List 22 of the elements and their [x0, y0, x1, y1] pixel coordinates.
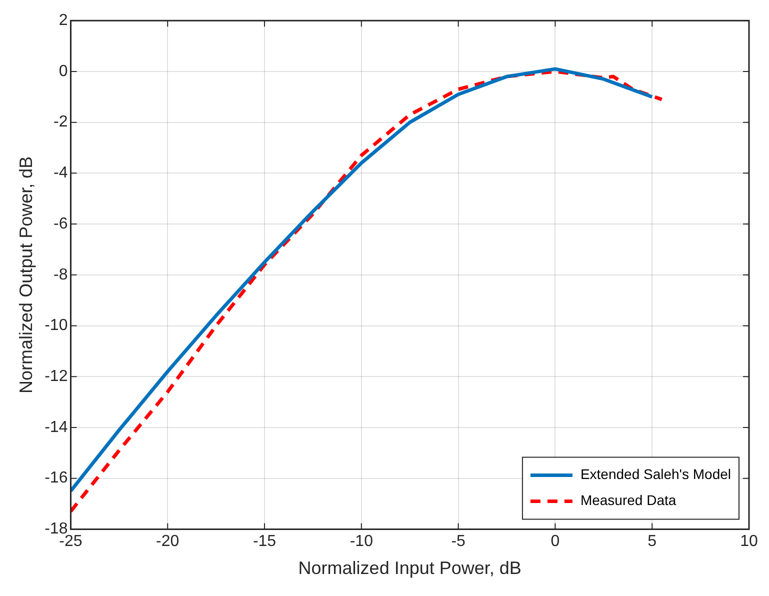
y-axis-title: Normalized Output Power, dB [16, 156, 36, 394]
y-tick-label: -10 [44, 317, 68, 334]
legend-label: Measured Data [580, 492, 676, 508]
y-tick-label: -8 [53, 266, 68, 284]
y-tick-label: -14 [44, 418, 68, 436]
x-tick-label: 10 [740, 533, 758, 550]
legend-label: Extended Saleh's Model [580, 466, 732, 482]
y-tick-label: -4 [53, 164, 68, 182]
x-tick-label: -5 [451, 533, 466, 550]
y-tick-label: -2 [53, 114, 68, 131]
x-tick-label: -10 [350, 533, 374, 550]
y-tick-label: -16 [44, 470, 68, 487]
x-tick-label: -20 [156, 533, 180, 550]
x-tick-label: -15 [252, 533, 276, 550]
y-tick-label: 2 [58, 12, 68, 30]
y-tick-label: -6 [53, 215, 68, 232]
y-tick-label: -12 [44, 368, 68, 386]
x-axis-title: Normalized Input Power, dB [298, 558, 522, 578]
x-tick-label: -25 [59, 533, 82, 550]
x-tick-label: 0 [550, 533, 560, 550]
x-tick-label: 5 [648, 533, 657, 550]
y-tick-label: 0 [58, 62, 68, 80]
